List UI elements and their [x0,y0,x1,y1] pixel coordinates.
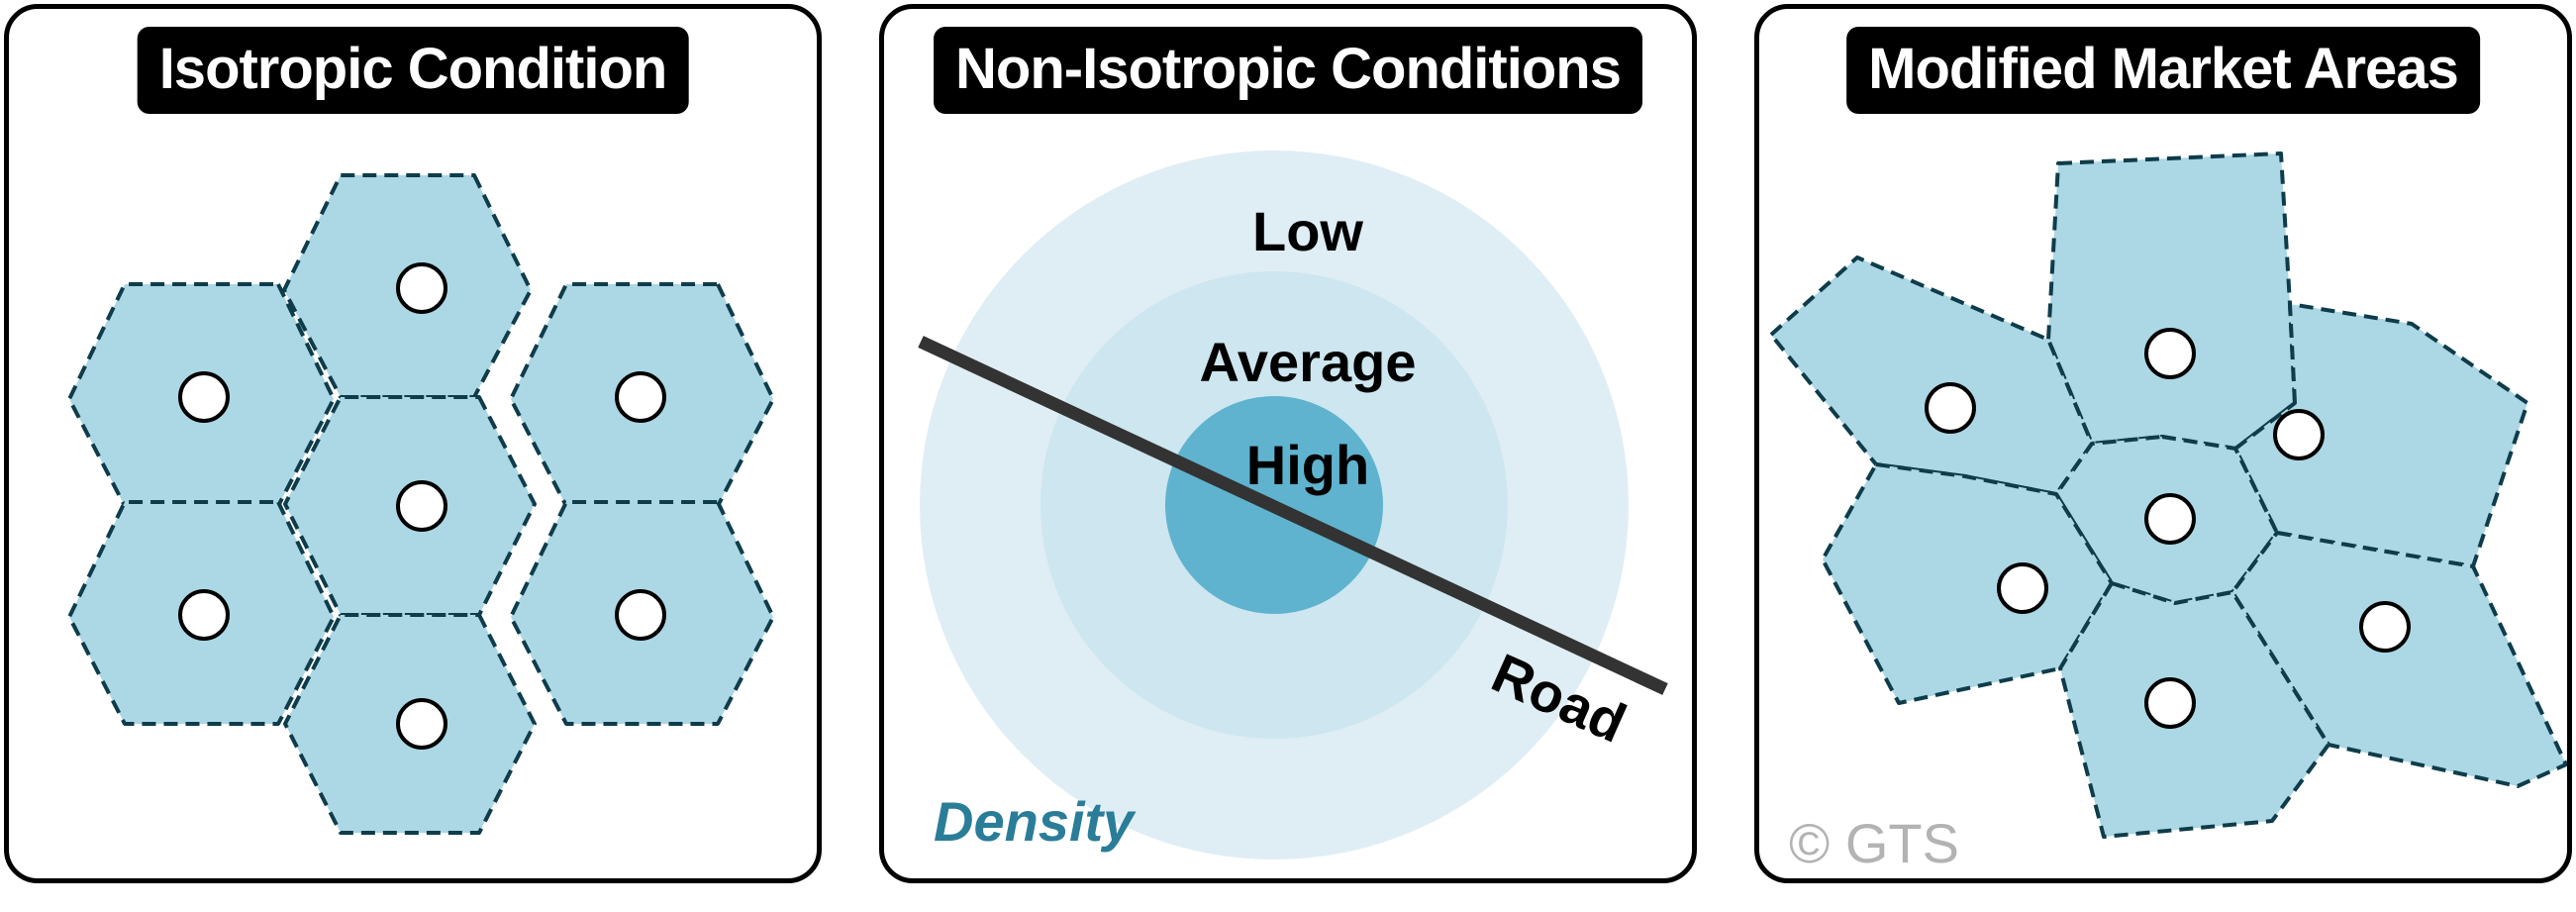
panel-non-isotropic: Non-Isotropic Conditions Low Average Hig… [879,4,1697,883]
market-center [1925,382,1976,434]
market-center [396,698,447,750]
market-center [2144,493,2196,545]
market-center [178,371,230,423]
panel-title-isotropic: Isotropic Condition [137,27,689,114]
panel-modified-market-areas: Modified Market Areas © GTS [1754,4,2572,883]
market-center [615,371,666,423]
market-area-top [2046,152,2297,451]
market-center [2359,601,2411,653]
density-label-high: High [1246,434,1369,496]
market-center [396,262,447,314]
market-center [178,589,230,641]
panel-isotropic: Isotropic Condition [4,4,822,883]
panel-title-modified: Modified Market Areas [1846,27,2480,114]
market-center [615,589,666,641]
density-label-average: Average [1200,331,1417,393]
density-label-low: Low [1252,200,1363,262]
market-area-lower-right [2230,531,2567,788]
hexagon-grid-diagram [67,173,775,835]
copyright-label: © GTS [1789,812,1959,874]
market-center [1997,562,2048,614]
market-center [2273,409,2325,460]
market-center [2144,677,2196,729]
market-center [396,480,447,532]
market-areas-diagram: © GTS [1769,152,2567,874]
road-line [918,336,1668,695]
panel-title-non-isotropic: Non-Isotropic Conditions [934,27,1642,114]
market-center [2144,328,2196,379]
density-diagram: Low Average High Road Density [918,151,1668,860]
density-caption: Density [934,790,1137,853]
market-area-left [1769,255,2094,496]
